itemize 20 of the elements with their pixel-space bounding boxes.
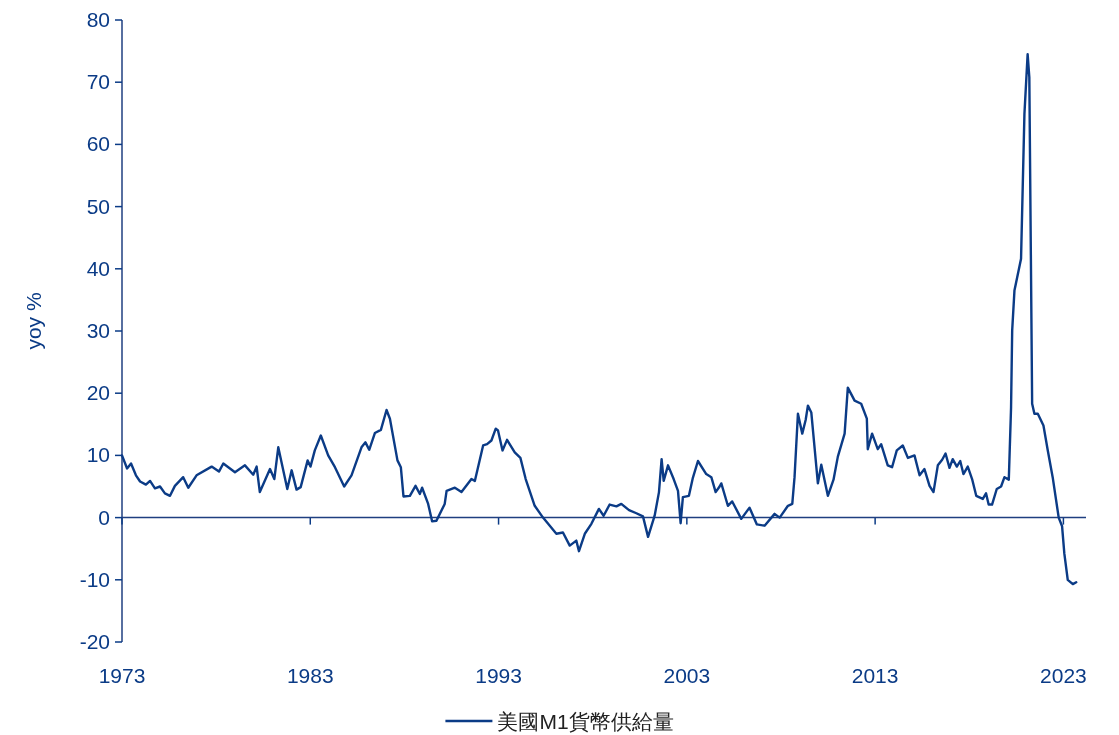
y-tick-label: 10 [86,443,110,467]
y-tick-label: 40 [86,256,110,280]
x-tick-label: 1993 [475,664,522,687]
x-tick-label: 1983 [286,664,334,687]
y-tick-label: 20 [86,381,110,405]
x-tick-label: 2023 [1040,664,1087,687]
y-tick-label: 60 [86,132,110,156]
legend: 美國M1貨幣供給量 [445,710,674,733]
y-tick-label: 50 [86,194,110,218]
y-axis-title: yoy % [22,292,45,350]
y-tick-label: 0 [98,505,110,529]
x-tick-label: 2003 [663,664,711,687]
x-tick-label: 2013 [851,664,899,687]
y-tick-label: 80 [86,8,110,31]
y-tick-label: 30 [86,319,110,342]
y-tick-label: -10 [79,567,110,591]
y-tick-label: -20 [79,630,110,653]
y-tick-label: 70 [86,70,110,94]
legend-label: 美國M1貨幣供給量 [497,710,674,733]
x-tick-label: 1973 [98,664,146,687]
